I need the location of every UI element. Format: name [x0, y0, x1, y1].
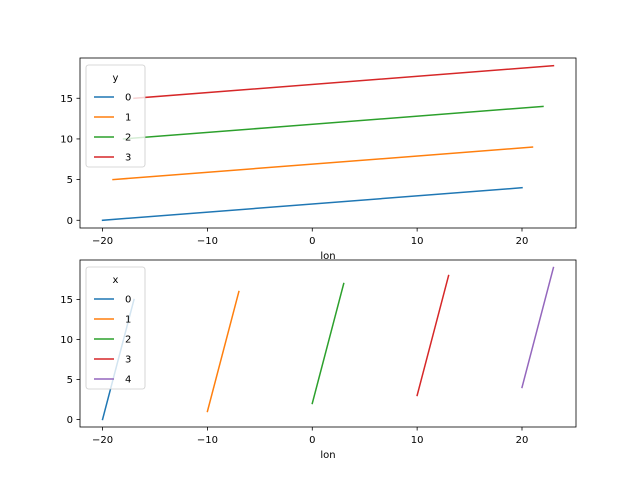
x-axis-label: lon	[320, 450, 335, 461]
x-tick-label: −10	[197, 236, 218, 247]
legend-label-3: 3	[125, 355, 131, 366]
x-tick-label: 10	[411, 435, 424, 446]
x-tick-label: 0	[309, 435, 315, 446]
x-tick-label: −10	[197, 435, 218, 446]
legend-box	[85, 64, 146, 168]
legend-label-1: 1	[125, 315, 131, 326]
legend-label-0: 0	[125, 295, 131, 306]
series-line-1	[206, 290, 240, 413]
legend-title: x	[113, 275, 119, 286]
y-tick-label: 5	[67, 375, 73, 386]
legend-label-2: 2	[125, 335, 131, 346]
series-line-3	[133, 64, 555, 100]
y-tick-label: 10	[60, 134, 73, 145]
y-tick-label: 5	[67, 175, 73, 186]
y-tick-label: 0	[67, 415, 73, 426]
legend-label-4: 4	[125, 375, 131, 386]
series-line-2	[311, 282, 345, 405]
y-tick-label: 10	[60, 335, 73, 346]
x-tick-label: 0	[309, 236, 315, 247]
legend-label-0: 0	[125, 93, 131, 104]
plot-area	[79, 57, 577, 229]
series-line-4	[521, 266, 555, 389]
x-tick-label: 20	[516, 435, 529, 446]
x-tick-label: −20	[92, 236, 113, 247]
legend-label-1: 1	[125, 113, 131, 124]
x-axis-label: lon	[320, 251, 335, 262]
series-line-2	[122, 105, 544, 140]
x-tick-label: 10	[411, 236, 424, 247]
series-line-1	[112, 146, 534, 181]
series-line-0	[101, 186, 523, 222]
y-tick-label: 0	[67, 216, 73, 227]
y-tick-label: 15	[60, 295, 73, 306]
x-tick-label: 20	[516, 236, 529, 247]
series-line-3	[416, 274, 450, 397]
x-tick-label: −20	[92, 435, 113, 446]
legend-label-2: 2	[125, 133, 131, 144]
legend-label-3: 3	[125, 153, 131, 164]
legend-title: y	[113, 73, 119, 84]
y-tick-label: 15	[60, 94, 73, 105]
